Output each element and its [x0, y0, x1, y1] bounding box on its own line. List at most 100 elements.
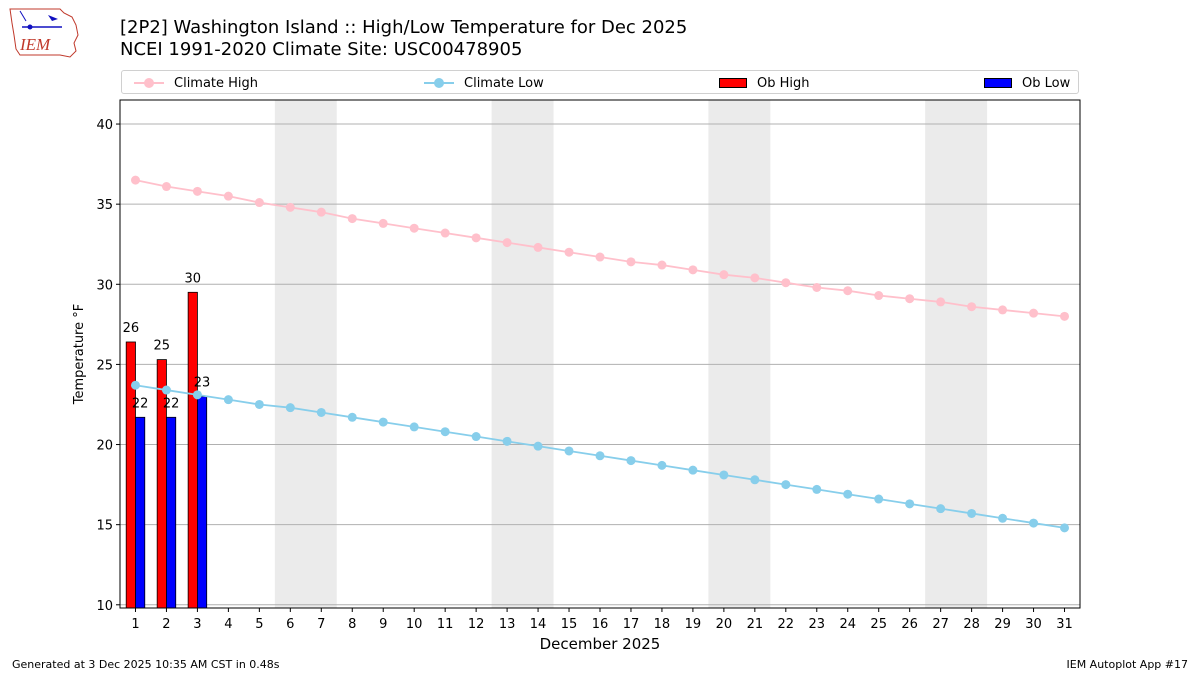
x-tick-label: 22	[778, 617, 795, 632]
weekend-band	[491, 100, 554, 608]
climate-high-point	[254, 198, 264, 208]
climate-high-point	[688, 265, 698, 275]
x-tick-label: 17	[623, 617, 640, 632]
climate-low-point	[874, 494, 884, 504]
x-tick-label: 2	[162, 617, 170, 632]
y-tick-label: 15	[96, 519, 113, 534]
x-tick-label: 26	[901, 617, 918, 632]
climate-low-point	[1029, 518, 1039, 528]
climate-high-point	[378, 218, 388, 228]
climate-high-point	[1029, 308, 1039, 318]
climate-high-point	[998, 305, 1008, 315]
y-tick-label: 20	[96, 439, 113, 454]
climate-high-point	[657, 260, 667, 270]
climate-high-point	[1060, 311, 1070, 321]
ob-high-bar	[187, 291, 198, 609]
x-tick-label: 16	[592, 617, 609, 632]
ob-low-bar	[135, 416, 146, 609]
climate-low-point	[905, 499, 915, 509]
iem-logo: IEM	[9, 8, 79, 58]
legend-label-ob-low: Ob Low	[1022, 75, 1071, 91]
x-tick-label: 14	[530, 617, 547, 632]
legend: Climate High Climate Low Ob High Ob Low	[121, 70, 1079, 94]
climate-high-point	[347, 214, 357, 224]
x-tick-label: 1	[131, 617, 139, 632]
climate-low-point	[316, 407, 326, 417]
ob-low-label: 23	[194, 375, 211, 390]
climate-low-point	[130, 380, 140, 390]
climate-low-point	[843, 489, 853, 499]
climate-high-point	[936, 297, 946, 307]
x-tick-label: 9	[379, 617, 387, 632]
x-tick-label: 15	[561, 617, 578, 632]
climate-high-point	[533, 242, 543, 252]
climate-high-point	[409, 223, 419, 233]
climate-high-point	[161, 182, 171, 192]
climate-high-point	[223, 191, 233, 201]
x-tick-label: 10	[406, 617, 423, 632]
x-tick-label: 18	[654, 617, 671, 632]
climate-low-point	[254, 399, 264, 409]
y-tick-label: 10	[96, 599, 113, 614]
x-tick-label: 27	[932, 617, 949, 632]
x-tick-label: 11	[437, 617, 454, 632]
climate-high-point	[130, 175, 140, 185]
climate-high-point	[874, 291, 884, 301]
x-tick-label: 28	[963, 617, 980, 632]
x-tick-label: 13	[499, 617, 516, 632]
climate-low-point	[719, 470, 729, 480]
climate-high-point	[750, 273, 760, 283]
ob-high-legend-icon	[719, 78, 747, 88]
x-tick-label: 31	[1056, 617, 1073, 632]
ob-low-legend-icon	[984, 78, 1012, 88]
climate-low-point	[595, 451, 605, 461]
x-axis-label: December 2025	[540, 635, 661, 653]
x-tick-label: 19	[685, 617, 702, 632]
x-tick-label: 4	[224, 617, 232, 632]
climate-high-point	[285, 202, 295, 212]
weekend-band	[708, 100, 771, 608]
x-tick-label: 24	[839, 617, 856, 632]
chart-title: [2P2] Washington Island :: High/Low Temp…	[120, 17, 688, 38]
climate-low-point	[967, 508, 977, 518]
legend-item-ob-high: Ob High	[719, 73, 810, 93]
climate-high-point	[905, 294, 915, 304]
climate-high-point	[192, 186, 202, 196]
climate-low-point	[471, 432, 481, 442]
climate-high-point	[440, 228, 450, 238]
climate-low-point	[564, 446, 574, 456]
climate-high-point	[719, 270, 729, 280]
climate-low-point	[750, 475, 760, 485]
x-tick-label: 7	[317, 617, 325, 632]
x-tick-label: 12	[468, 617, 485, 632]
climate-low-point	[285, 403, 295, 413]
chart-subtitle: NCEI 1991-2020 Climate Site: USC00478905	[120, 39, 523, 60]
y-tick-label: 25	[96, 358, 113, 373]
climate-low-point	[223, 395, 233, 405]
ob-low-bar	[197, 396, 208, 609]
climate-low-point	[502, 436, 512, 446]
climate-high-point	[812, 282, 822, 292]
climate-high-point	[564, 247, 574, 257]
climate-low-point	[1060, 523, 1070, 533]
climate-high-point	[781, 278, 791, 288]
climate-low-point	[998, 513, 1008, 523]
climate-high-point	[843, 286, 853, 296]
climate-low-legend-icon	[424, 73, 454, 93]
climate-low-point	[378, 417, 388, 427]
climate-high-point	[502, 238, 512, 248]
ob-high-label: 26	[123, 321, 140, 336]
x-tick-label: 23	[809, 617, 826, 632]
climate-high-point	[471, 233, 481, 243]
x-tick-label: 5	[255, 617, 263, 632]
climate-high-point	[626, 257, 636, 267]
generated-timestamp: Generated at 3 Dec 2025 10:35 AM CST in …	[12, 658, 280, 671]
ob-low-label: 22	[132, 396, 149, 411]
climate-low-point	[409, 422, 419, 432]
legend-item-ob-low: Ob Low	[984, 73, 1070, 93]
ob-low-bar	[166, 416, 177, 609]
x-tick-label: 30	[1025, 617, 1042, 632]
y-tick-label: 35	[96, 198, 113, 213]
x-tick-label: 29	[994, 617, 1011, 632]
climate-low-point	[688, 465, 698, 475]
